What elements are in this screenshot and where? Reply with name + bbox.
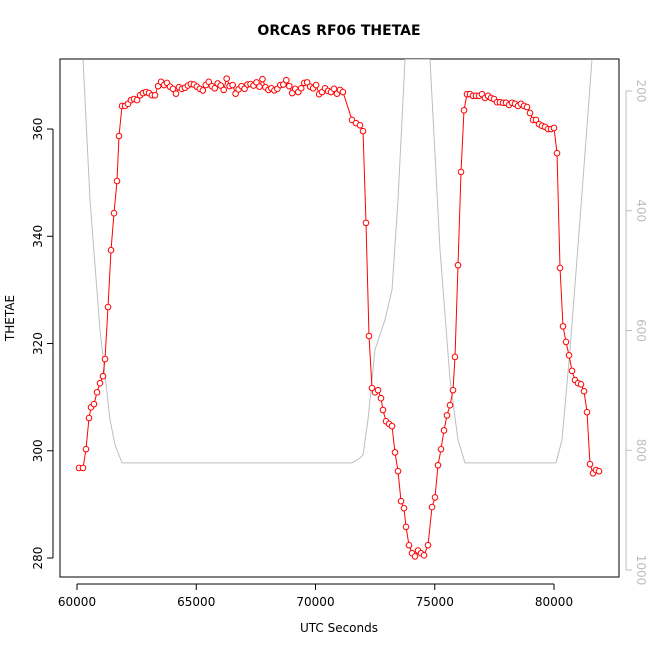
point bbox=[454, 261, 462, 269]
point bbox=[101, 355, 109, 363]
point bbox=[565, 352, 573, 359]
point bbox=[460, 106, 468, 114]
point bbox=[443, 412, 451, 419]
y2-tick-label: 1000 bbox=[634, 555, 648, 586]
y2-tick-label: 600 bbox=[634, 319, 648, 342]
y-axis-label: THETAE bbox=[3, 295, 17, 342]
point bbox=[99, 372, 107, 380]
x-tick-label: 60000 bbox=[58, 595, 96, 609]
point bbox=[532, 116, 540, 124]
point bbox=[556, 264, 564, 272]
y-tick-label: 280 bbox=[31, 547, 45, 570]
point bbox=[388, 422, 396, 430]
point bbox=[400, 504, 408, 512]
point bbox=[356, 121, 364, 129]
y-tick-label: 300 bbox=[31, 439, 45, 462]
point bbox=[133, 96, 141, 104]
point bbox=[550, 124, 558, 132]
point bbox=[107, 246, 115, 254]
point bbox=[595, 467, 603, 475]
point bbox=[113, 177, 121, 185]
point bbox=[379, 406, 387, 414]
point bbox=[220, 86, 227, 94]
point bbox=[553, 149, 561, 157]
point bbox=[199, 87, 207, 94]
point bbox=[172, 90, 180, 97]
point bbox=[312, 81, 320, 89]
x-tick-label: 75000 bbox=[416, 595, 454, 609]
point bbox=[339, 88, 347, 96]
point bbox=[229, 81, 236, 89]
point bbox=[446, 401, 454, 409]
x-axis-label: UTC Seconds bbox=[300, 621, 378, 635]
point bbox=[211, 84, 219, 92]
point bbox=[368, 384, 376, 392]
point bbox=[583, 408, 591, 416]
point bbox=[104, 303, 112, 311]
point bbox=[568, 367, 576, 375]
point bbox=[169, 85, 177, 93]
point bbox=[577, 380, 585, 388]
point bbox=[391, 449, 399, 456]
point bbox=[359, 127, 367, 135]
point bbox=[362, 219, 370, 227]
point bbox=[431, 494, 439, 501]
point bbox=[526, 109, 534, 117]
plot-area bbox=[75, 59, 603, 560]
point bbox=[365, 332, 373, 340]
point bbox=[85, 414, 93, 422]
point bbox=[79, 464, 87, 472]
point bbox=[451, 353, 459, 361]
y2-tick-label: 800 bbox=[634, 439, 648, 462]
plot-box bbox=[59, 58, 620, 578]
point bbox=[394, 467, 402, 475]
point bbox=[457, 168, 465, 176]
point bbox=[402, 523, 410, 531]
y2-tick-label: 200 bbox=[634, 80, 648, 103]
point bbox=[449, 386, 457, 394]
point bbox=[586, 460, 594, 468]
point bbox=[411, 553, 419, 560]
point bbox=[259, 75, 266, 83]
x-tick-label: 80000 bbox=[535, 595, 573, 609]
point bbox=[115, 132, 123, 140]
point bbox=[424, 541, 432, 549]
point bbox=[256, 83, 263, 90]
point bbox=[580, 387, 588, 395]
point bbox=[440, 427, 448, 434]
y-tick-label: 320 bbox=[31, 332, 45, 355]
x-tick-label: 70000 bbox=[296, 595, 334, 609]
point bbox=[562, 338, 570, 346]
y-tick-label: 340 bbox=[31, 225, 45, 248]
point bbox=[428, 503, 436, 511]
point bbox=[405, 541, 413, 549]
point bbox=[90, 400, 98, 408]
series-line bbox=[82, 59, 593, 464]
point bbox=[420, 552, 428, 559]
point bbox=[559, 323, 567, 330]
y-tick-label: 360 bbox=[31, 118, 45, 141]
point bbox=[285, 82, 293, 90]
point bbox=[82, 445, 90, 453]
x-tick-label: 65000 bbox=[177, 595, 215, 609]
point bbox=[93, 389, 101, 396]
point bbox=[151, 91, 159, 99]
chart-title: ORCAS RF06 THETAE bbox=[257, 23, 420, 39]
point bbox=[96, 379, 104, 387]
point bbox=[297, 84, 305, 92]
point bbox=[377, 394, 385, 402]
point bbox=[110, 209, 118, 217]
y2-tick-label: 400 bbox=[634, 199, 648, 222]
point bbox=[282, 76, 290, 84]
point bbox=[437, 445, 445, 453]
point bbox=[523, 103, 531, 111]
point bbox=[374, 386, 382, 394]
point bbox=[330, 85, 338, 93]
point bbox=[434, 461, 442, 469]
point bbox=[397, 497, 405, 505]
point bbox=[223, 75, 230, 82]
